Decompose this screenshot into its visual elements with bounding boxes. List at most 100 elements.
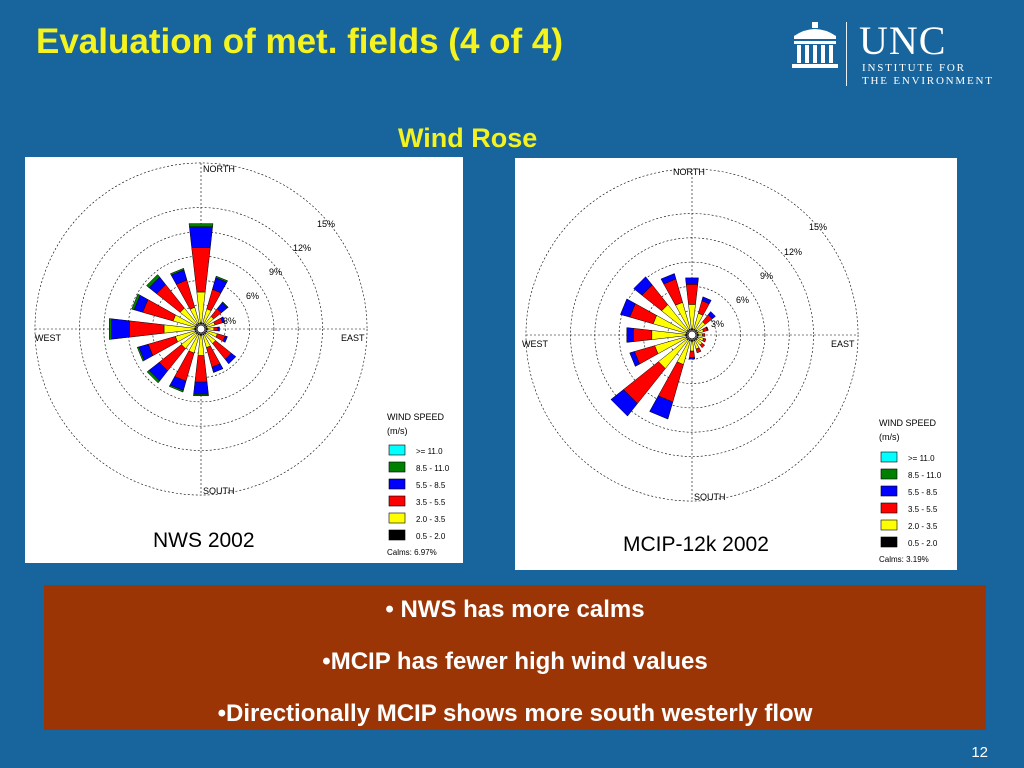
direction-label-south: SOUTH xyxy=(203,486,235,496)
petal-segment xyxy=(633,328,653,342)
direction-label-east: EAST xyxy=(341,333,365,343)
legend-swatch xyxy=(880,502,898,514)
petal-segment xyxy=(705,326,709,331)
petal-segment xyxy=(629,351,640,367)
legend-entry: 0.5 - 2.0 xyxy=(416,532,446,541)
petal-segment xyxy=(215,275,229,283)
legend-swatch xyxy=(388,444,406,456)
direction-label-west: WEST xyxy=(522,339,549,349)
petal-segment xyxy=(649,395,674,420)
findings-box: • NWS has more calms •MCIP has fewer hig… xyxy=(44,585,986,730)
petal-segment xyxy=(193,381,209,395)
finding-1: • NWS has more calms xyxy=(385,596,645,623)
wind-rose-nws: NORTH EAST SOUTH WEST 3% 6% 9% 12% 15% W… xyxy=(34,162,450,557)
logo-line-2: THE ENVIRONMENT xyxy=(862,75,994,87)
finding-2: •MCIP has fewer high wind values xyxy=(322,648,708,675)
direction-label-north: NORTH xyxy=(673,167,705,177)
logo-divider xyxy=(846,22,847,86)
ring-label-3: 3% xyxy=(223,316,236,326)
petal-segment xyxy=(146,369,161,384)
petal-segment xyxy=(620,298,636,318)
legend-swatch xyxy=(388,529,406,541)
legend-title-2: (m/s) xyxy=(387,426,408,436)
petal-segment xyxy=(689,341,695,352)
wind-rose-panel-mcip: NORTH EAST SOUTH WEST 3% 6% 9% 12% 15% W… xyxy=(515,158,957,570)
slide-title: Evaluation of met. fields (4 of 4) xyxy=(36,22,564,61)
petal-segment xyxy=(702,333,706,337)
ring-label-15: 15% xyxy=(317,219,335,229)
petal-segment xyxy=(688,357,696,360)
legend-title-1: WIND SPEED xyxy=(879,418,937,428)
legend-swatch xyxy=(880,468,898,480)
wind-rose-mcip: NORTH EAST SOUTH WEST 3% 6% 9% 12% 15% W… xyxy=(522,167,942,564)
legend-entry: 5.5 - 8.5 xyxy=(908,488,938,497)
petal-segment xyxy=(131,293,141,311)
ring-label-9: 9% xyxy=(760,271,773,281)
legend-title-1: WIND SPEED xyxy=(387,412,445,422)
legend-entry: >= 11.0 xyxy=(908,454,935,463)
petal-segment xyxy=(191,247,211,293)
petal-segment xyxy=(136,346,145,362)
petal-segment xyxy=(217,326,220,332)
unc-logo: UNC INSTITUTE FOR THE ENVIRONMENT xyxy=(790,18,1010,88)
legend-swatch xyxy=(388,512,406,524)
legend-entry: 2.0 - 3.5 xyxy=(908,522,938,531)
petal-segment xyxy=(707,311,716,320)
chart-caption: NWS 2002 xyxy=(153,529,255,552)
calm-center xyxy=(687,330,697,340)
direction-label-west: WEST xyxy=(35,333,62,343)
petal-segment xyxy=(689,350,695,358)
wind-rose-panel-nws: NORTH EAST SOUTH WEST 3% 6% 9% 12% 15% W… xyxy=(25,157,463,563)
petal-segment xyxy=(197,335,205,356)
chart-subtitle: Wind Rose xyxy=(398,123,538,153)
legend-title-2: (m/s) xyxy=(879,432,900,442)
petal-segment xyxy=(699,342,706,349)
chart-caption: MCIP-12k 2002 xyxy=(623,533,769,556)
petal-segment xyxy=(695,347,702,354)
logo-name: UNC xyxy=(859,18,947,63)
petal-segment xyxy=(685,277,699,285)
legend-entry: 0.5 - 2.0 xyxy=(908,539,938,548)
petal-segment xyxy=(146,274,161,289)
petal-segment xyxy=(626,327,634,343)
legend-swatch xyxy=(880,519,898,531)
petal-segment xyxy=(211,363,224,373)
petal-segment xyxy=(702,337,707,343)
logo-line-1: INSTITUTE FOR xyxy=(862,62,966,74)
legend-entry: >= 11.0 xyxy=(416,447,443,456)
ring-label-6: 6% xyxy=(736,295,749,305)
calms-label: Calms: 3.19% xyxy=(879,555,929,564)
petal-segment xyxy=(224,352,237,365)
calms-label: Calms: 6.97% xyxy=(387,548,437,557)
direction-label-east: EAST xyxy=(831,339,855,349)
petal-segment xyxy=(213,326,219,332)
petal-segment xyxy=(188,223,214,228)
petal-segment xyxy=(610,389,638,417)
calm-center xyxy=(196,324,206,334)
ring-label-12: 12% xyxy=(293,243,311,253)
finding-3: •Directionally MCIP shows more south wes… xyxy=(217,700,813,727)
petal-segment xyxy=(129,320,165,338)
ring-label-9: 9% xyxy=(269,267,282,277)
legend-entry: 5.5 - 8.5 xyxy=(416,481,446,490)
petal-segment xyxy=(193,393,209,397)
petal-segment xyxy=(168,384,184,393)
ring-label-3: 3% xyxy=(711,319,724,329)
petal-segment xyxy=(222,335,228,343)
petal-segment xyxy=(189,226,213,248)
legend-entry: 3.5 - 5.5 xyxy=(908,505,938,514)
petal-segment xyxy=(698,333,703,337)
ring-label-12: 12% xyxy=(784,247,802,257)
legend-swatch xyxy=(388,478,406,490)
petal-segment xyxy=(194,355,208,383)
petal-segment xyxy=(688,304,696,329)
legend-entry: 2.0 - 3.5 xyxy=(416,515,446,524)
legend-swatch xyxy=(880,451,898,463)
legend-entry: 8.5 - 11.0 xyxy=(908,471,942,480)
legend-swatch xyxy=(388,461,406,473)
direction-label-north: NORTH xyxy=(203,164,235,174)
legend-swatch xyxy=(880,485,898,497)
petal-segment xyxy=(633,276,653,296)
page-number: 12 xyxy=(971,744,988,761)
petal-segment xyxy=(109,318,112,340)
